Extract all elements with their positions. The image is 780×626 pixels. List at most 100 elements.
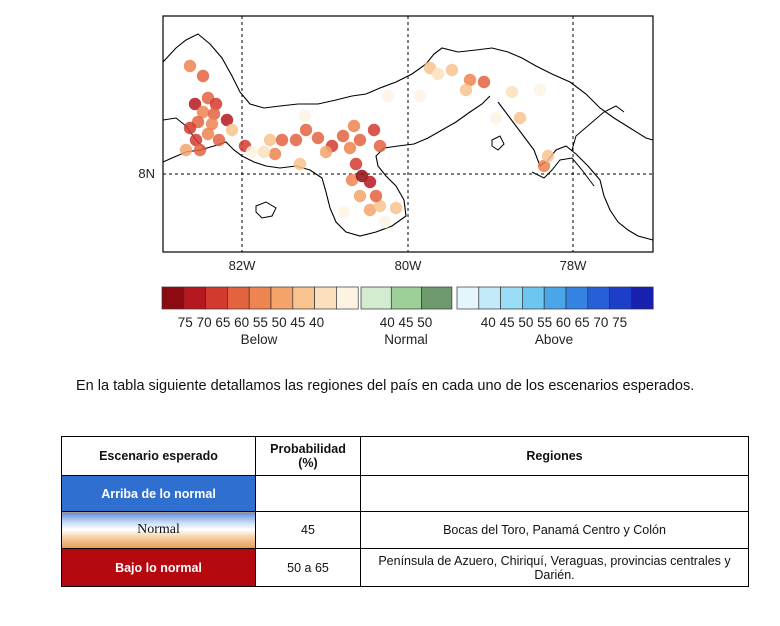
table-row: Bajo lo normal 50 a 65 Península de Azue… <box>61 548 749 587</box>
legend-swatch <box>587 286 610 310</box>
legend-swatch <box>390 286 422 310</box>
station-dot <box>445 63 459 77</box>
station-dot <box>378 215 392 229</box>
lon-label-78w: 78W <box>560 258 587 273</box>
station-dot <box>268 147 282 161</box>
station-dot <box>275 133 289 147</box>
station-dot <box>289 133 303 147</box>
station-dot <box>336 129 350 143</box>
legend-below-label: Below <box>241 332 278 347</box>
station-dot <box>188 97 202 111</box>
station-dot <box>212 133 226 147</box>
station-dot <box>363 175 377 189</box>
legend-swatch <box>500 286 523 310</box>
legend-swatch <box>631 286 654 310</box>
station-dot <box>533 83 547 97</box>
legend-swatch <box>161 286 185 310</box>
station-dot <box>459 83 473 97</box>
station-dots <box>179 59 555 229</box>
scenario-normal-cell: Normal <box>61 511 256 549</box>
legend-swatch <box>522 286 545 310</box>
legend-swatch <box>478 286 501 310</box>
forecast-map: 8N 82W 80W 78W 75 70 65 60 55 50 45 40 B… <box>138 15 654 347</box>
station-dot <box>513 111 527 125</box>
station-dot <box>220 113 234 127</box>
station-dot <box>207 107 221 121</box>
legend-swatch <box>336 286 359 310</box>
legend-swatch <box>543 286 567 310</box>
station-dot <box>347 119 361 133</box>
station-dot <box>263 133 277 147</box>
legend-swatch <box>565 286 589 310</box>
legend-swatch <box>270 286 294 310</box>
station-dot <box>463 73 477 87</box>
station-dot <box>353 133 367 147</box>
legend-swatch <box>248 286 272 310</box>
scenario-below-cell: Bajo lo normal <box>61 548 256 587</box>
probability-cell: 45 <box>255 511 361 549</box>
legend-normal-ticks: 40 45 50 <box>380 315 433 330</box>
station-dot <box>389 201 403 215</box>
station-dot <box>183 59 197 73</box>
island-perlas <box>491 135 505 151</box>
station-dot <box>298 109 312 123</box>
probability-cell <box>255 475 361 512</box>
header-regiones: Regiones <box>360 436 749 476</box>
station-dot <box>293 157 307 171</box>
header-escenario: Escenario esperado <box>61 436 256 476</box>
description-paragraph: En la tabla siguiente detallamos las reg… <box>76 378 695 394</box>
legend-swatch <box>314 286 337 310</box>
station-dot <box>373 139 387 153</box>
station-dot <box>299 123 313 137</box>
coastline-south <box>162 95 491 237</box>
legend-swatch <box>456 286 480 310</box>
coastline-darien <box>497 101 654 241</box>
station-dot <box>431 67 445 81</box>
color-legend <box>161 286 654 310</box>
station-dot <box>311 131 325 145</box>
station-dot <box>489 111 503 125</box>
legend-swatch <box>205 286 228 310</box>
probability-cell: 50 a 65 <box>255 548 361 587</box>
station-dot <box>373 199 387 213</box>
station-dot <box>189 133 203 147</box>
station-dot <box>196 105 210 119</box>
station-dot <box>183 121 197 135</box>
legend-below-ticks: 75 70 65 60 55 50 45 40 <box>178 315 324 330</box>
header-probabilidad: Probabilidad (%) <box>255 436 361 476</box>
station-dot <box>319 145 333 159</box>
station-dot <box>367 123 381 137</box>
legend-above-ticks: 40 45 50 55 60 65 70 75 <box>481 315 627 330</box>
scenario-table: Escenario esperado Probabilidad (%) Regi… <box>61 436 749 587</box>
table-row: Arriba de lo normal <box>61 475 749 512</box>
legend-swatch <box>227 286 250 310</box>
legend-swatch <box>183 286 206 310</box>
lon-label-80w: 80W <box>395 258 422 273</box>
station-dot <box>381 89 395 103</box>
table-header-row: Escenario esperado Probabilidad (%) Regi… <box>61 436 749 476</box>
station-dot <box>245 145 259 159</box>
station-dot <box>363 203 377 217</box>
station-dot <box>413 89 427 103</box>
legend-normal-label: Normal <box>384 332 428 347</box>
legend-swatch <box>609 286 632 310</box>
station-dot <box>505 85 519 99</box>
station-dot <box>205 117 219 131</box>
station-dot <box>369 189 383 203</box>
station-dot <box>537 159 551 173</box>
lat-label-8n: 8N <box>138 166 155 181</box>
station-dot <box>179 143 193 157</box>
legend-swatch <box>421 286 453 310</box>
regions-cell: Bocas del Toro, Panamá Centro y Colón <box>360 511 749 549</box>
station-dot <box>541 149 555 163</box>
station-dot <box>345 173 359 187</box>
station-dot <box>353 189 367 203</box>
station-dot <box>193 143 207 157</box>
legend-swatch <box>360 286 392 310</box>
legend-swatch <box>292 286 315 310</box>
station-dot <box>196 69 210 83</box>
coastline-gulf <box>531 157 595 187</box>
table-row: Normal 45 Bocas del Toro, Panamá Centro … <box>61 511 749 549</box>
graticule <box>163 16 653 252</box>
lon-label-82w: 82W <box>229 258 256 273</box>
